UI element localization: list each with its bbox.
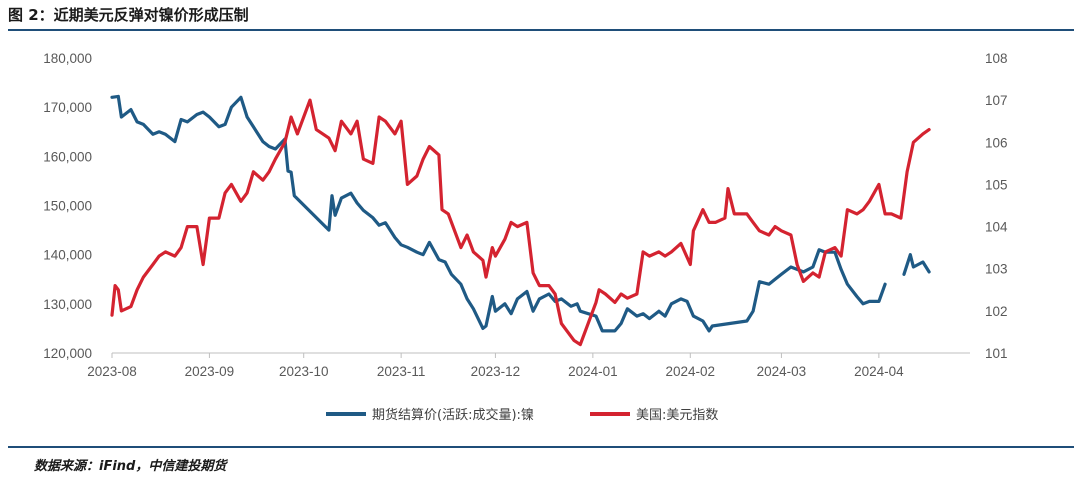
y-right-tick-label: 105 <box>985 177 1008 192</box>
y-left-tick-label: 120,000 <box>43 346 92 361</box>
y-right-tick-label: 104 <box>985 220 1008 235</box>
axes: 2023-08 2023-09 2023-10 2023-11 2023-12 2024-… <box>43 51 1008 379</box>
legend: 期货结算价(活跃:成交量):镍 美国:美元指数 <box>326 407 718 423</box>
x-tick-label: 2024-02 <box>666 364 716 379</box>
legend-label: 期货结算价(活跃:成交量):镍 <box>372 407 534 423</box>
legend-label: 美国:美元指数 <box>636 408 718 423</box>
series-lines <box>110 94 931 347</box>
y-left-tick-label: 130,000 <box>43 297 92 312</box>
y-left-tick-label: 150,000 <box>43 199 92 214</box>
y-right-tick-label: 101 <box>985 346 1008 361</box>
y-right-tick-label: 107 <box>985 93 1008 108</box>
usd-index-line <box>110 98 931 347</box>
x-tick-label: 2023-10 <box>279 364 329 379</box>
y-right-tick-label: 102 <box>985 304 1008 319</box>
y-right-tick-label: 108 <box>985 51 1008 66</box>
y-right-tick-label: 103 <box>985 262 1008 277</box>
nickel-price-line <box>110 94 887 333</box>
y-left-tick-label: 160,000 <box>43 149 92 164</box>
x-tick-label: 2023-08 <box>87 364 137 379</box>
top-divider <box>8 29 1074 31</box>
y-right-tick-label: 106 <box>985 135 1008 150</box>
chart-canvas: 2023-08 2023-09 2023-10 2023-11 2023-12 2024-… <box>43 51 1008 423</box>
source-note: 数据来源：iFind，中信建投期货 <box>34 459 227 474</box>
x-tick-label: 2023-09 <box>185 364 235 379</box>
bottom-divider <box>8 446 1074 448</box>
chart-title: 图 2：近期美元反弹对镍价形成压制 <box>8 6 249 24</box>
x-tick-label: 2023-12 <box>471 364 521 379</box>
nickel-price-line <box>902 253 931 276</box>
y-left-tick-label: 170,000 <box>43 100 92 115</box>
x-tick-label: 2024-03 <box>757 364 807 379</box>
x-tick-label: 2023-11 <box>377 364 426 379</box>
y-left-tick-label: 180,000 <box>43 51 92 66</box>
x-tick-label: 2024-01 <box>568 364 618 379</box>
y-left-tick-label: 140,000 <box>43 248 92 263</box>
x-tick-label: 2024-04 <box>854 364 904 379</box>
